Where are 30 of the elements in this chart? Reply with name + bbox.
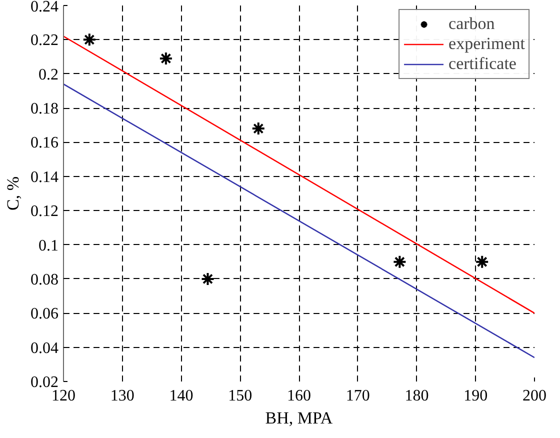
- y-tick-label: 0.08: [30, 271, 58, 288]
- point: [475, 254, 490, 269]
- x-tick-label: 200: [522, 388, 546, 404]
- x-tick-label: 190: [464, 388, 488, 404]
- y-tick-label: 0.16: [30, 134, 58, 152]
- y-tick-label: 0.12: [30, 203, 58, 220]
- y-tick-label: 0.24: [30, 0, 58, 16]
- y-tick-label: 0.18: [30, 100, 58, 118]
- x-tick-label: 160: [287, 388, 311, 404]
- y-tick-label: 0.22: [30, 32, 58, 50]
- legend-label: certificate: [448, 54, 516, 74]
- y-axis-title: C, %: [4, 176, 22, 210]
- x-tick-label: 170: [346, 388, 370, 404]
- y-tick-label: 0.2: [38, 66, 58, 84]
- x-tick-label: 180: [404, 388, 429, 404]
- x-tick-label: 150: [228, 388, 252, 404]
- y-tick-label: 0.1: [38, 237, 58, 254]
- y-tick-label: 0.04: [30, 340, 58, 357]
- legend-label: carbon: [448, 14, 495, 34]
- point: [158, 51, 173, 66]
- point: [251, 122, 266, 136]
- legend-label: experiment: [448, 34, 525, 54]
- y-tick-label: 0.06: [30, 306, 58, 323]
- x-axis-title: BH, MPA: [265, 408, 334, 428]
- point: [82, 32, 96, 47]
- point: [392, 254, 407, 269]
- x-tick-label: 130: [110, 388, 134, 404]
- y-tick-label: 0.14: [30, 168, 58, 186]
- x-tick-label: 140: [169, 388, 194, 404]
- point: [200, 272, 215, 286]
